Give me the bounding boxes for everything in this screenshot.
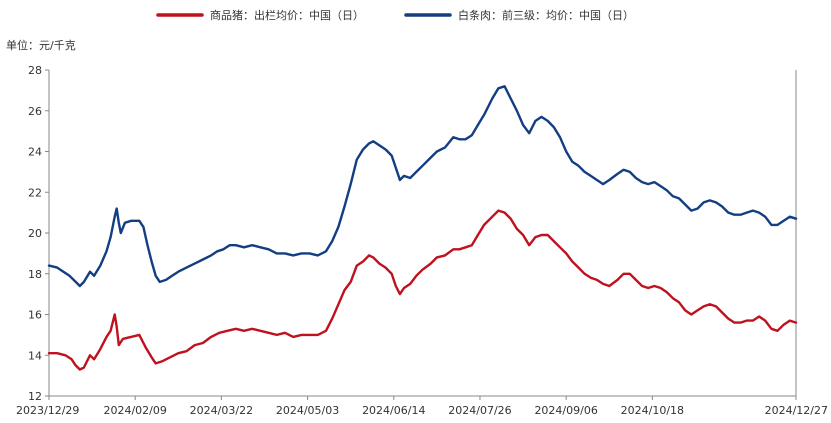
y-tick-label: 22	[28, 186, 42, 199]
y-tick-label: 12	[28, 390, 42, 403]
plot-area	[47, 85, 798, 371]
chart-legend: 商品猪：出栏均价：中国（日） 白条肉：前三级：均价：中国（日）	[156, 8, 634, 22]
x-tick-label: 2023/12/29	[16, 404, 79, 417]
series-line-2	[47, 85, 798, 288]
y-tick-label: 26	[28, 105, 42, 118]
x-tick-label: 2024/06/14	[362, 404, 425, 417]
y-unit-label: 单位：元/千克	[6, 38, 76, 52]
x-tick-label: 2024/12/27	[765, 404, 828, 417]
x-tick-label: 2024/10/18	[621, 404, 684, 417]
legend-label-1: 商品猪：出栏均价：中国（日）	[210, 8, 364, 22]
series-line-1	[47, 209, 798, 371]
y-tick-label: 16	[28, 309, 42, 322]
y-tick-label: 14	[28, 349, 42, 362]
y-tick-label: 20	[28, 227, 42, 240]
y-tick-label: 28	[28, 64, 42, 77]
legend-label-2: 白条肉：前三级：均价：中国（日）	[458, 8, 634, 22]
x-tick-label: 2024/07/26	[448, 404, 511, 417]
x-tick-label: 2024/03/22	[190, 404, 253, 417]
x-tick-label: 2024/09/06	[534, 404, 597, 417]
y-tick-label: 24	[28, 146, 42, 159]
chart-axes: 12 14 16 18 20 22 24 26 28 2023/12/29 2024/02/09 20…	[16, 64, 828, 417]
y-tick-label: 18	[28, 268, 42, 281]
x-tick-label: 2024/05/03	[276, 404, 339, 417]
x-tick-label: 2024/02/09	[103, 404, 166, 417]
